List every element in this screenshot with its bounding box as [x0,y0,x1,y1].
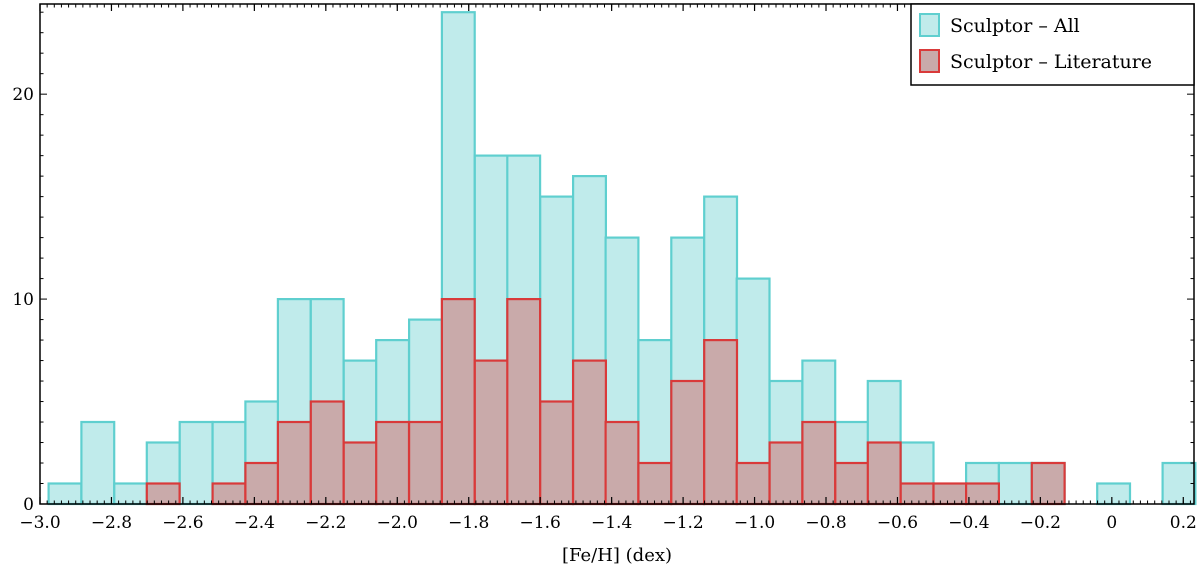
bar-all-1 [80,420,116,506]
legend-swatch-literature [919,49,940,73]
x-tick-label: 0 [1106,513,1117,533]
legend: Sculptor – All Sculptor – Literature [910,3,1195,86]
bar-literature-26 [899,482,935,506]
bar-literature-17 [604,420,640,506]
x-tick-label: −0.8 [805,513,846,533]
plot-frame [39,3,1195,505]
bar-literature-18 [637,461,673,506]
series-literature-bars [145,298,1066,506]
bar-literature-13 [473,359,509,506]
bar-all-2 [113,482,149,506]
bar-literature-15 [539,400,575,506]
legend-label-all: Sculptor – All [950,15,1080,37]
x-tick-label: −0.4 [948,513,989,533]
x-axis-label: [Fe/H] (dex) [562,545,672,566]
y-tick-label: 20 [12,85,34,105]
bar-literature-25 [866,441,902,506]
tick-labels: −3.0 −2.8 −2.6 −2.4 −2.2 −2.0 −1.8 −1.6 −1.4 −1.2… [12,85,1196,533]
legend-label-literature: Sculptor – Literature [950,51,1152,73]
x-tick-label: −1.6 [520,513,561,533]
x-tick-label: −2.2 [305,513,346,533]
y-tick-label: 10 [12,290,34,310]
x-tick-label: −1.4 [591,513,632,533]
bar-all-32 [1096,482,1132,506]
x-tick-label: −2.6 [162,513,203,533]
x-tick-label: −2.4 [234,513,275,533]
bar-literature-3 [145,482,181,506]
y-tick-label: 0 [23,495,34,515]
x-tick-label: −1.8 [448,513,489,533]
bar-literature-22 [768,441,804,506]
x-tick-label: −1.2 [662,513,703,533]
bar-literature-16 [571,359,607,506]
bar-literature-20 [703,339,739,506]
x-tick-label: −2.0 [377,513,418,533]
bar-literature-9 [342,441,378,506]
bar-literature-23 [801,420,837,506]
bar-all-34 [1161,461,1197,506]
x-tick-label: −3.0 [19,513,60,533]
x-tick-label: −2.8 [91,513,132,533]
bar-literature-6 [244,461,280,506]
x-tick-label: 0.2 [1170,513,1197,533]
bar-literature-30 [1030,461,1066,506]
bar-literature-24 [834,461,870,506]
bar-literature-12 [440,298,476,506]
bar-literature-14 [506,298,542,506]
x-tick-label: −0.2 [1020,513,1061,533]
bar-literature-28 [964,482,1000,506]
bar-all-29 [997,461,1033,506]
bar-literature-7 [276,420,312,506]
bar-literature-10 [375,420,411,506]
x-tick-label: −1.0 [734,513,775,533]
bar-literature-19 [670,379,706,506]
x-tick-label: −0.6 [877,513,918,533]
bar-all-4 [178,420,214,506]
bar-literature-11 [408,420,444,506]
legend-swatch-all [919,13,940,37]
bar-literature-8 [309,400,345,506]
legend-box [910,3,1195,86]
bar-all-0 [47,482,83,506]
bar-literature-21 [735,461,771,506]
